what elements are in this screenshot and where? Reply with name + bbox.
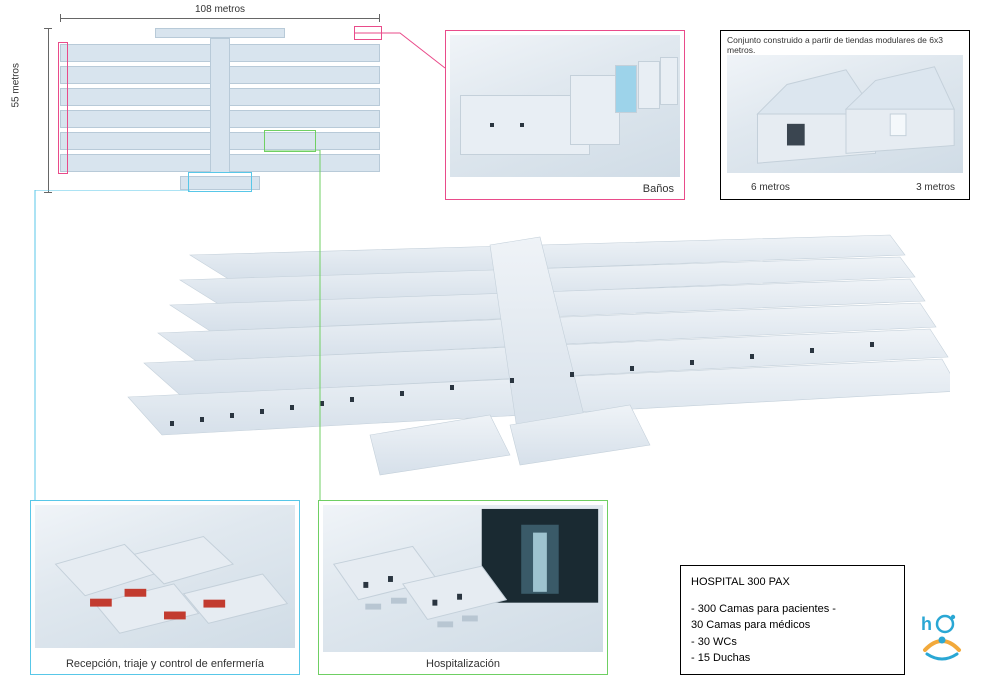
plan-highlight-hospitalizacion <box>264 130 316 152</box>
panel-modular: Conjunto construido a partir de tiendas … <box>720 30 970 200</box>
plan-highlight-banos <box>354 26 382 40</box>
dim-left-label: 55 metros <box>11 48 22 108</box>
modular-svg <box>727 55 963 173</box>
render-banos <box>450 35 680 177</box>
dim-tick <box>44 192 52 193</box>
caption-banos: Baños <box>643 183 674 195</box>
panel-recepcion: Recepción, triaje y control de enfermerí… <box>30 500 300 675</box>
caption-hospitalizacion: Hospitalización <box>319 658 607 670</box>
plan-view: 108 metros 55 metros <box>60 28 380 193</box>
panel-hospitalizacion: Hospitalización <box>318 500 608 675</box>
panel-banos: Baños <box>445 30 685 200</box>
render-hospitalizacion <box>323 505 603 652</box>
spec-line: - 15 Duchas <box>691 650 894 667</box>
recepcion-svg <box>35 505 295 648</box>
spec-title: HOSPITAL 300 PAX <box>691 574 894 591</box>
render-recepcion <box>35 505 295 648</box>
logo: h <box>915 610 970 665</box>
render-modular <box>727 55 963 173</box>
plan-highlight-recepcion <box>188 172 252 192</box>
logo-icon: h <box>915 610 970 665</box>
hospitalizacion-svg <box>323 505 603 652</box>
plan-highlight-banos-2 <box>58 42 68 174</box>
spec-line: 30 Camas para médicos <box>691 617 894 634</box>
spec-box: HOSPITAL 300 PAX - 300 Camas para pacien… <box>680 565 905 675</box>
spec-line: - 300 Camas para pacientes - <box>691 601 894 618</box>
plan-top-bar <box>155 28 285 38</box>
dim-tick <box>44 28 52 29</box>
modular-text: Conjunto construido a partir de tiendas … <box>727 35 963 55</box>
modular-dim-d: 3 metros <box>916 182 955 193</box>
caption-recepcion: Recepción, triaje y control de enfermerí… <box>31 658 299 670</box>
dim-tick <box>60 14 61 22</box>
spec-line: - 30 WCs <box>691 634 894 651</box>
plan-spine <box>210 38 230 173</box>
dim-tick <box>379 14 380 22</box>
main-render <box>70 225 950 490</box>
dim-top-line <box>60 18 380 19</box>
dim-top-label: 108 metros <box>60 4 380 15</box>
main-render-svg <box>70 225 950 490</box>
dim-left-line <box>48 28 49 193</box>
svg-text:h: h <box>921 614 932 634</box>
modular-dim-w: 6 metros <box>751 182 790 193</box>
